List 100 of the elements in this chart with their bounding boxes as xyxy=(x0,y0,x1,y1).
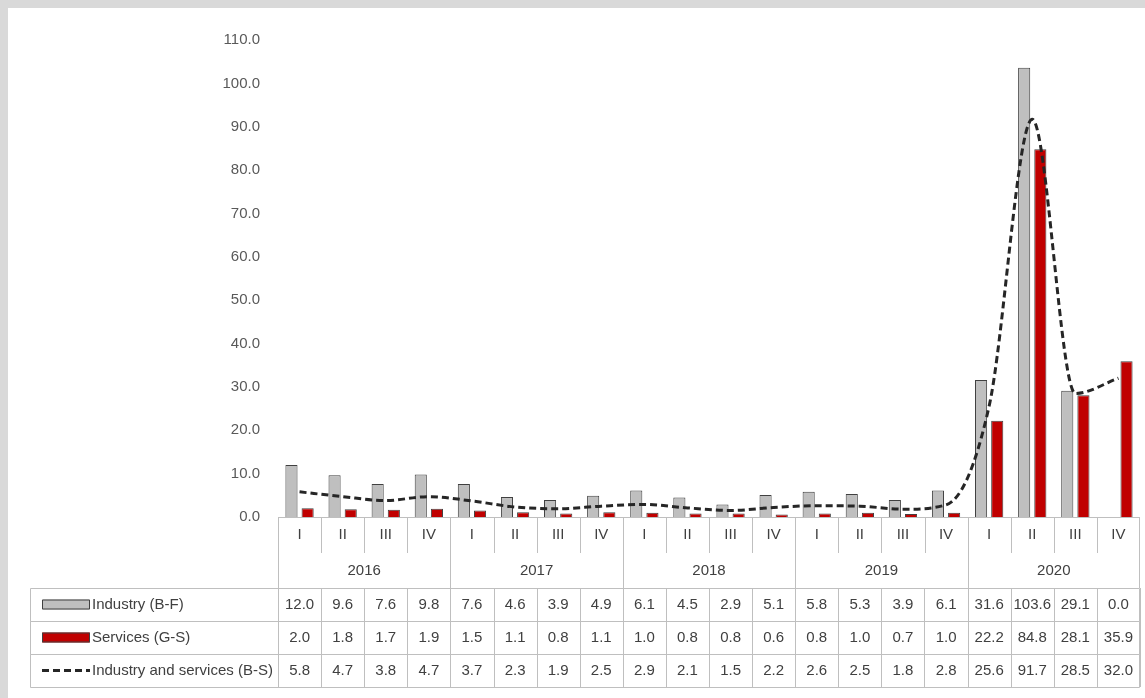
data-label: 5.8 xyxy=(806,594,828,612)
data-label: 2.5 xyxy=(849,660,871,678)
x-tick-label: II xyxy=(338,525,347,543)
data-label: 1.7 xyxy=(375,627,397,645)
data-label: 28.1 xyxy=(1060,627,1090,645)
data-label: 22.2 xyxy=(974,627,1004,645)
data-label: 7.6 xyxy=(375,594,397,612)
data-label: 2.3 xyxy=(504,660,526,678)
data-label: 12.0 xyxy=(284,594,315,612)
data-label: 4.5 xyxy=(677,594,698,612)
data-label: 29.1 xyxy=(1060,594,1090,612)
data-label: 2.9 xyxy=(633,660,655,678)
data-label: 0.8 xyxy=(720,627,741,645)
data-label: 3.7 xyxy=(461,660,483,678)
text: 2020 xyxy=(1037,560,1071,578)
data-label: 3.9 xyxy=(892,594,914,612)
text: 2016 xyxy=(347,560,381,578)
x-tick-label: I xyxy=(642,525,647,543)
x-tick-label: I xyxy=(297,525,302,543)
x-tick-label: IV xyxy=(1111,525,1126,543)
y-tick-label: 40.0 xyxy=(230,333,260,351)
x-tick-label: III xyxy=(551,525,565,543)
y-tick-label: 20.0 xyxy=(230,420,260,438)
x-tick-label: I xyxy=(814,525,819,543)
x-tick-label: II xyxy=(683,525,692,543)
text: 2019 xyxy=(864,560,899,578)
data-label: 2.9 xyxy=(720,594,741,612)
data-label: 2.6 xyxy=(806,660,828,678)
data-label: 1.9 xyxy=(547,660,569,678)
y-tick-label: 80.0 xyxy=(230,160,260,178)
x-tick-label: I xyxy=(987,525,992,543)
y-tick-label: 60.0 xyxy=(230,246,260,264)
data-label: 2.1 xyxy=(677,660,698,678)
text: 2017 xyxy=(519,560,554,578)
line-series xyxy=(298,117,1120,512)
x-tick-label: IV xyxy=(594,525,609,543)
legend-label: Services (G-S) xyxy=(92,627,191,645)
data-label: 7.6 xyxy=(461,594,483,612)
data-label: 2.0 xyxy=(289,627,310,645)
data-label: 1.0 xyxy=(633,627,655,645)
data-label: 1.1 xyxy=(504,627,526,645)
data-label: 4.7 xyxy=(418,660,440,678)
x-tick-label: II xyxy=(1028,525,1037,543)
legend-label: Industry and services (B-S) xyxy=(92,660,273,678)
data-label: 0.8 xyxy=(806,627,828,645)
data-label: 5.8 xyxy=(289,660,310,678)
x-tick-label: III xyxy=(379,525,393,543)
data-label: 35.9 xyxy=(1103,627,1134,645)
data-label: 9.6 xyxy=(332,594,354,612)
y-tick-label: 0.0 xyxy=(239,507,260,525)
x-tick-label: III xyxy=(724,525,737,543)
data-label: 1.0 xyxy=(935,627,957,645)
y-tick-label: 10.0 xyxy=(230,463,260,481)
legend-label: Industry (B-F) xyxy=(92,594,184,612)
data-label: 84.8 xyxy=(1017,627,1047,645)
y-tick-label: 70.0 xyxy=(230,203,260,221)
data-label: 1.0 xyxy=(849,627,871,645)
data-label: 3.8 xyxy=(375,660,397,678)
data-label: 0.6 xyxy=(763,627,785,645)
data-label: 1.9 xyxy=(418,627,440,645)
data-label: 4.9 xyxy=(590,594,612,612)
x-tick-label: I xyxy=(469,525,475,543)
x-tick-label: II xyxy=(510,525,520,543)
data-label: 91.7 xyxy=(1017,660,1047,678)
data-label: 1.5 xyxy=(461,627,483,645)
data-label: 0.0 xyxy=(1108,594,1129,612)
data-label: 103.6 xyxy=(1013,594,1052,612)
data-label: 3.9 xyxy=(547,594,569,612)
data-label: 32.0 xyxy=(1103,660,1134,678)
data-label: 25.6 xyxy=(974,660,1004,678)
x-tick-label: IV xyxy=(766,525,781,543)
text: 2018 xyxy=(692,560,726,578)
y-tick-label: 110.0 xyxy=(223,30,260,48)
y-tick-label: 30.0 xyxy=(230,377,260,395)
x-tick-label: II xyxy=(855,525,865,543)
data-label: 0.8 xyxy=(547,627,569,645)
data-label: 1.1 xyxy=(590,627,612,645)
y-tick-label: 90.0 xyxy=(230,116,260,134)
data-label: 1.5 xyxy=(720,660,741,678)
data-label: 31.6 xyxy=(974,594,1004,612)
data-label: 4.6 xyxy=(504,594,526,612)
data-label: 0.7 xyxy=(892,627,914,645)
data-label: 1.8 xyxy=(332,627,354,645)
data-label: 2.2 xyxy=(763,660,785,678)
x-tick-label: IV xyxy=(421,525,436,543)
data-label: 5.3 xyxy=(849,594,871,612)
data-label: 1.8 xyxy=(892,660,914,678)
y-tick-label: 100.0 xyxy=(222,73,260,91)
data-label: 0.8 xyxy=(677,627,698,645)
data-label: 2.5 xyxy=(590,660,612,678)
data-label: 4.7 xyxy=(332,660,354,678)
x-tick-label: III xyxy=(1069,525,1082,543)
data-label: 28.5 xyxy=(1060,660,1090,678)
data-label: 6.1 xyxy=(633,594,655,612)
data-label: 5.1 xyxy=(763,594,785,612)
y-tick-label: 50.0 xyxy=(230,290,260,308)
x-tick-label: IV xyxy=(938,525,954,543)
x-tick-label: III xyxy=(896,525,910,543)
data-label: 2.8 xyxy=(935,660,957,678)
data-label: 6.1 xyxy=(935,594,957,612)
